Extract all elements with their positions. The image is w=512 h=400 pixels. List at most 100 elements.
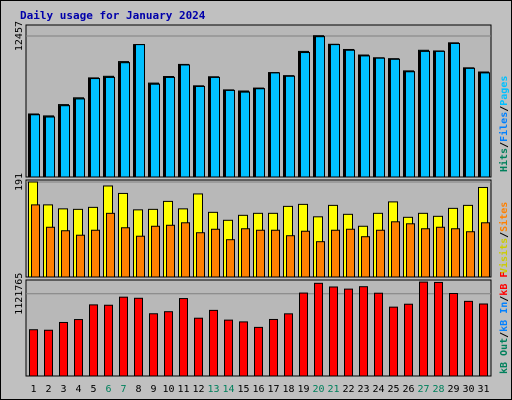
x-tick-day-26: 26 <box>402 384 414 395</box>
bar-sites-day-25 <box>391 221 400 278</box>
bar-pages-day-23 <box>360 55 370 178</box>
x-tick-day-1: 1 <box>30 384 36 395</box>
bar-sites-day-28 <box>436 226 445 278</box>
legend-bottom-item-2: kB In <box>499 302 510 332</box>
bar-kbytes-day-5 <box>89 304 98 377</box>
bar-kbytes-day-13 <box>209 309 218 377</box>
bar-sites-day-27 <box>421 228 430 278</box>
x-tick-day-13: 13 <box>207 384 219 395</box>
bar-pages-day-6 <box>105 76 115 178</box>
x-tick-day-6: 6 <box>105 384 111 395</box>
bar-pages-day-19 <box>300 52 310 178</box>
bar-pages-day-2 <box>45 116 55 178</box>
x-tick-day-9: 9 <box>150 384 156 395</box>
panel-top: 12457 <box>14 21 492 178</box>
bar-pages-day-27 <box>420 50 430 178</box>
bar-sites-day-9 <box>151 225 160 278</box>
panel-bottom-ytick: 1121765 <box>14 273 25 315</box>
x-tick-day-19: 19 <box>297 384 309 395</box>
x-tick-day-23: 23 <box>357 384 369 395</box>
bar-kbytes-day-4 <box>74 319 83 377</box>
bar-pages-day-1 <box>30 114 40 178</box>
legend-bottom: kB Out/kB In/kB F <box>499 272 510 374</box>
bar-kbytes-day-28 <box>434 281 443 377</box>
bar-kbytes-day-9 <box>149 313 158 377</box>
bar-pages-day-4 <box>75 98 85 178</box>
bar-sites-day-21 <box>331 229 340 278</box>
legend-middle-item-1: / <box>499 232 510 238</box>
legend-top-item-4: Pages <box>499 76 510 106</box>
bar-pages-day-15 <box>240 91 250 178</box>
bar-sites-day-13 <box>211 228 220 278</box>
legend-bottom-item-0: kB Out <box>499 338 510 374</box>
x-tick-day-18: 18 <box>282 384 294 395</box>
x-tick-day-7: 7 <box>120 384 126 395</box>
bar-kbytes-day-19 <box>299 292 308 377</box>
bar-kbytes-day-8 <box>134 297 143 377</box>
legend-bottom-item-1: / <box>499 332 510 338</box>
bar-kbytes-day-10 <box>164 311 173 377</box>
bar-pages-day-17 <box>270 72 280 178</box>
bar-kbytes-day-31 <box>479 303 488 377</box>
bar-sites-day-20 <box>316 241 325 278</box>
x-tick-day-20: 20 <box>312 384 324 395</box>
x-tick-day-27: 27 <box>417 384 429 395</box>
bar-pages-day-24 <box>375 57 385 178</box>
bar-pages-day-30 <box>465 67 475 178</box>
bar-pages-day-11 <box>180 64 190 178</box>
bar-kbytes-day-30 <box>464 300 473 377</box>
bar-sites-day-4 <box>76 234 85 278</box>
x-tick-day-12: 12 <box>192 384 204 395</box>
legend-top: Hits/Files/Pages <box>498 76 510 172</box>
x-tick-day-17: 17 <box>267 384 279 395</box>
x-tick-day-8: 8 <box>135 384 141 395</box>
x-tick-day-24: 24 <box>372 384 384 395</box>
bar-kbytes-day-2 <box>44 329 53 377</box>
bar-sites-day-18 <box>286 235 295 278</box>
bar-sites-day-24 <box>376 229 385 278</box>
bar-sites-day-26 <box>406 223 415 278</box>
x-tick-day-14: 14 <box>222 384 234 395</box>
bar-kbytes-day-21 <box>329 286 338 377</box>
bar-kbytes-day-29 <box>449 293 458 377</box>
x-tick-day-5: 5 <box>90 384 96 395</box>
bar-kbytes-day-26 <box>404 303 413 377</box>
bar-pages-day-26 <box>405 71 415 178</box>
bar-sites-day-1 <box>31 204 40 278</box>
bar-kbytes-day-27 <box>419 281 428 377</box>
chart-panels: 12457 191 1121765 <box>14 21 492 377</box>
bar-sites-day-23 <box>361 236 370 278</box>
x-tick-day-25: 25 <box>387 384 399 395</box>
bar-pages-day-7 <box>120 62 130 178</box>
bar-sites-day-6 <box>106 212 115 278</box>
x-tick-day-22: 22 <box>342 384 354 395</box>
bar-pages-day-16 <box>255 88 265 178</box>
panel-bottom: 1121765 <box>14 273 492 377</box>
x-axis-labels: 1 2 3 4 5 6 7 8 9 10 11 12 13 14 15 16 17 18 19 20 21 22 23 24 2… <box>30 384 489 395</box>
bar-pages-day-21 <box>330 44 340 178</box>
bar-sites-day-7 <box>121 227 130 278</box>
bar-sites-day-15 <box>241 228 250 278</box>
legend-top-item-1: / <box>499 142 510 148</box>
bar-sites-day-17 <box>271 229 280 278</box>
bar-kbytes-day-12 <box>194 317 203 377</box>
x-tick-day-15: 15 <box>237 384 249 395</box>
bar-sites-day-10 <box>166 224 175 278</box>
x-tick-day-2: 2 <box>45 384 51 395</box>
bar-sites-day-12 <box>196 232 205 278</box>
bar-kbytes-day-16 <box>254 326 263 377</box>
x-tick-day-21: 21 <box>327 384 339 395</box>
legend-middle-item-0: Visits <box>498 238 510 274</box>
legend-top-item-3: / <box>499 106 510 112</box>
panel-middle-ytick: 191 <box>14 173 25 191</box>
bar-kbytes-day-23 <box>359 286 368 377</box>
x-tick-day-28: 28 <box>432 384 444 395</box>
bar-sites-day-31 <box>481 222 490 278</box>
x-tick-day-3: 3 <box>60 384 66 395</box>
bar-kbytes-day-15 <box>239 321 248 377</box>
bar-pages-day-3 <box>60 105 70 178</box>
bar-sites-day-14 <box>226 239 235 278</box>
legend-middle-item-2: Sites <box>498 202 510 232</box>
x-tick-day-11: 11 <box>177 384 189 395</box>
